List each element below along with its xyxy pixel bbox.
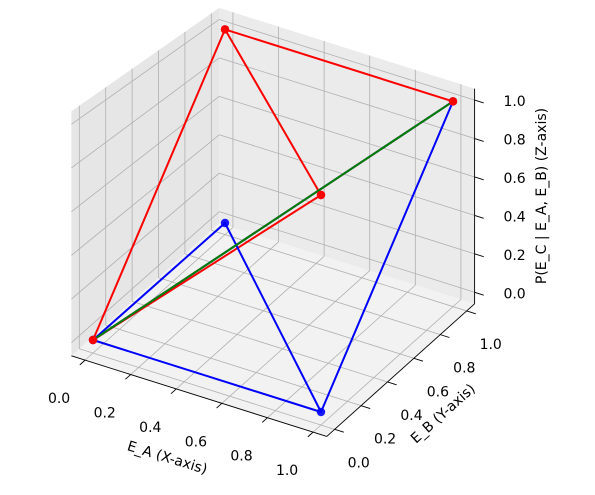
x-tick-mark [216, 402, 223, 409]
series-0-segment [224, 28, 322, 196]
series-1-segment [92, 222, 226, 341]
y-tick-mark [440, 334, 450, 338]
grid-line [71, 19, 220, 125]
z-tick-mark [474, 138, 484, 142]
series-0-point [448, 97, 458, 106]
grid-line [84, 227, 234, 361]
grid-line [219, 172, 475, 255]
y-tick-mark [360, 405, 371, 409]
chart-series [92, 28, 454, 413]
grid-line [219, 95, 475, 178]
z-tick-mark [474, 176, 484, 181]
z-tick-label: 0.2 [503, 248, 525, 264]
y-tick-mark [387, 381, 397, 386]
x-tick-label: 0.2 [94, 406, 116, 422]
y-tick-label: 0.2 [374, 432, 396, 448]
side-wall-pane [71, 7, 220, 356]
y-tick-mark [334, 428, 344, 433]
chart-axes [71, 88, 476, 437]
x-tick-label: 0.8 [230, 449, 252, 465]
grid-line [158, 277, 415, 359]
z-tick-label: 0.8 [503, 133, 525, 149]
grid-line [219, 211, 475, 293]
grid-line [131, 300, 388, 383]
z-tick-mark [474, 214, 484, 219]
x-tick-mark [307, 431, 314, 438]
series-0-point [88, 335, 98, 345]
chart-grid [71, 12, 475, 433]
grid-line [71, 172, 220, 300]
grid-line [221, 270, 370, 404]
z-tick-mark [474, 253, 484, 258]
series-1-segment [92, 339, 322, 413]
y-tick-label: 0.8 [453, 361, 475, 377]
y-tick-label: 0.0 [348, 455, 370, 471]
x-tick-label: 0.0 [48, 391, 70, 407]
grid-line [71, 211, 220, 343]
series-1-point [316, 407, 326, 417]
series-0-segment [92, 28, 226, 341]
x-tick-mark [261, 417, 268, 423]
chart-ticks: 0.00.20.40.60.81.0 0.00.20.40.60.81.00.00… [48, 94, 526, 479]
series-2-segment [92, 100, 454, 341]
grid-line [176, 256, 325, 390]
grid-line [105, 324, 362, 407]
grid-line [130, 241, 279, 375]
grid-line [219, 57, 475, 139]
z-tick-label: 0.4 [503, 209, 525, 225]
grid-line [79, 348, 335, 430]
grid-line [184, 253, 441, 335]
y-tick-mark [413, 357, 424, 362]
series-1-segment [224, 222, 322, 413]
z-tick-mark [474, 291, 484, 296]
floor-pane [71, 223, 475, 437]
y-axis-line [326, 303, 475, 437]
series-1-point [220, 218, 230, 228]
grid-line [219, 19, 475, 101]
y-tick-mark [466, 310, 476, 315]
grid-line [312, 299, 462, 433]
series-0-point [220, 25, 230, 34]
x-tick-label: 0.4 [139, 420, 161, 436]
back-wall-pane [219, 7, 475, 304]
grid-line [267, 284, 416, 419]
series-1-segment [320, 100, 454, 413]
x-tick-label: 0.6 [185, 434, 207, 450]
y-tick-label: 1.0 [480, 337, 502, 353]
grid-line [71, 134, 220, 256]
z-tick-label: 0.6 [503, 171, 525, 187]
chart-points [88, 25, 458, 417]
grid-line [71, 57, 220, 169]
x-tick-label: 1.0 [276, 463, 298, 479]
y-tick-label: 0.4 [400, 408, 422, 424]
x-tick-mark [125, 374, 131, 380]
grid-line [211, 229, 467, 312]
grid-line [219, 134, 475, 216]
grid-line [71, 96, 220, 212]
z-tick-label: 0.0 [503, 286, 525, 302]
chart-panes [71, 7, 475, 437]
y-tick-label: 0.6 [427, 384, 449, 400]
x-tick-mark [79, 359, 86, 366]
x-tick-mark [170, 388, 177, 394]
z-tick-mark [474, 99, 484, 104]
x-axis-line [71, 355, 327, 437]
series-0-point [316, 190, 326, 200]
z-axis-label: P(E_C | E_A, E_B) (Z-axis) [534, 108, 550, 284]
series-0-segment [224, 28, 454, 103]
z-tick-label: 1.0 [503, 94, 525, 110]
